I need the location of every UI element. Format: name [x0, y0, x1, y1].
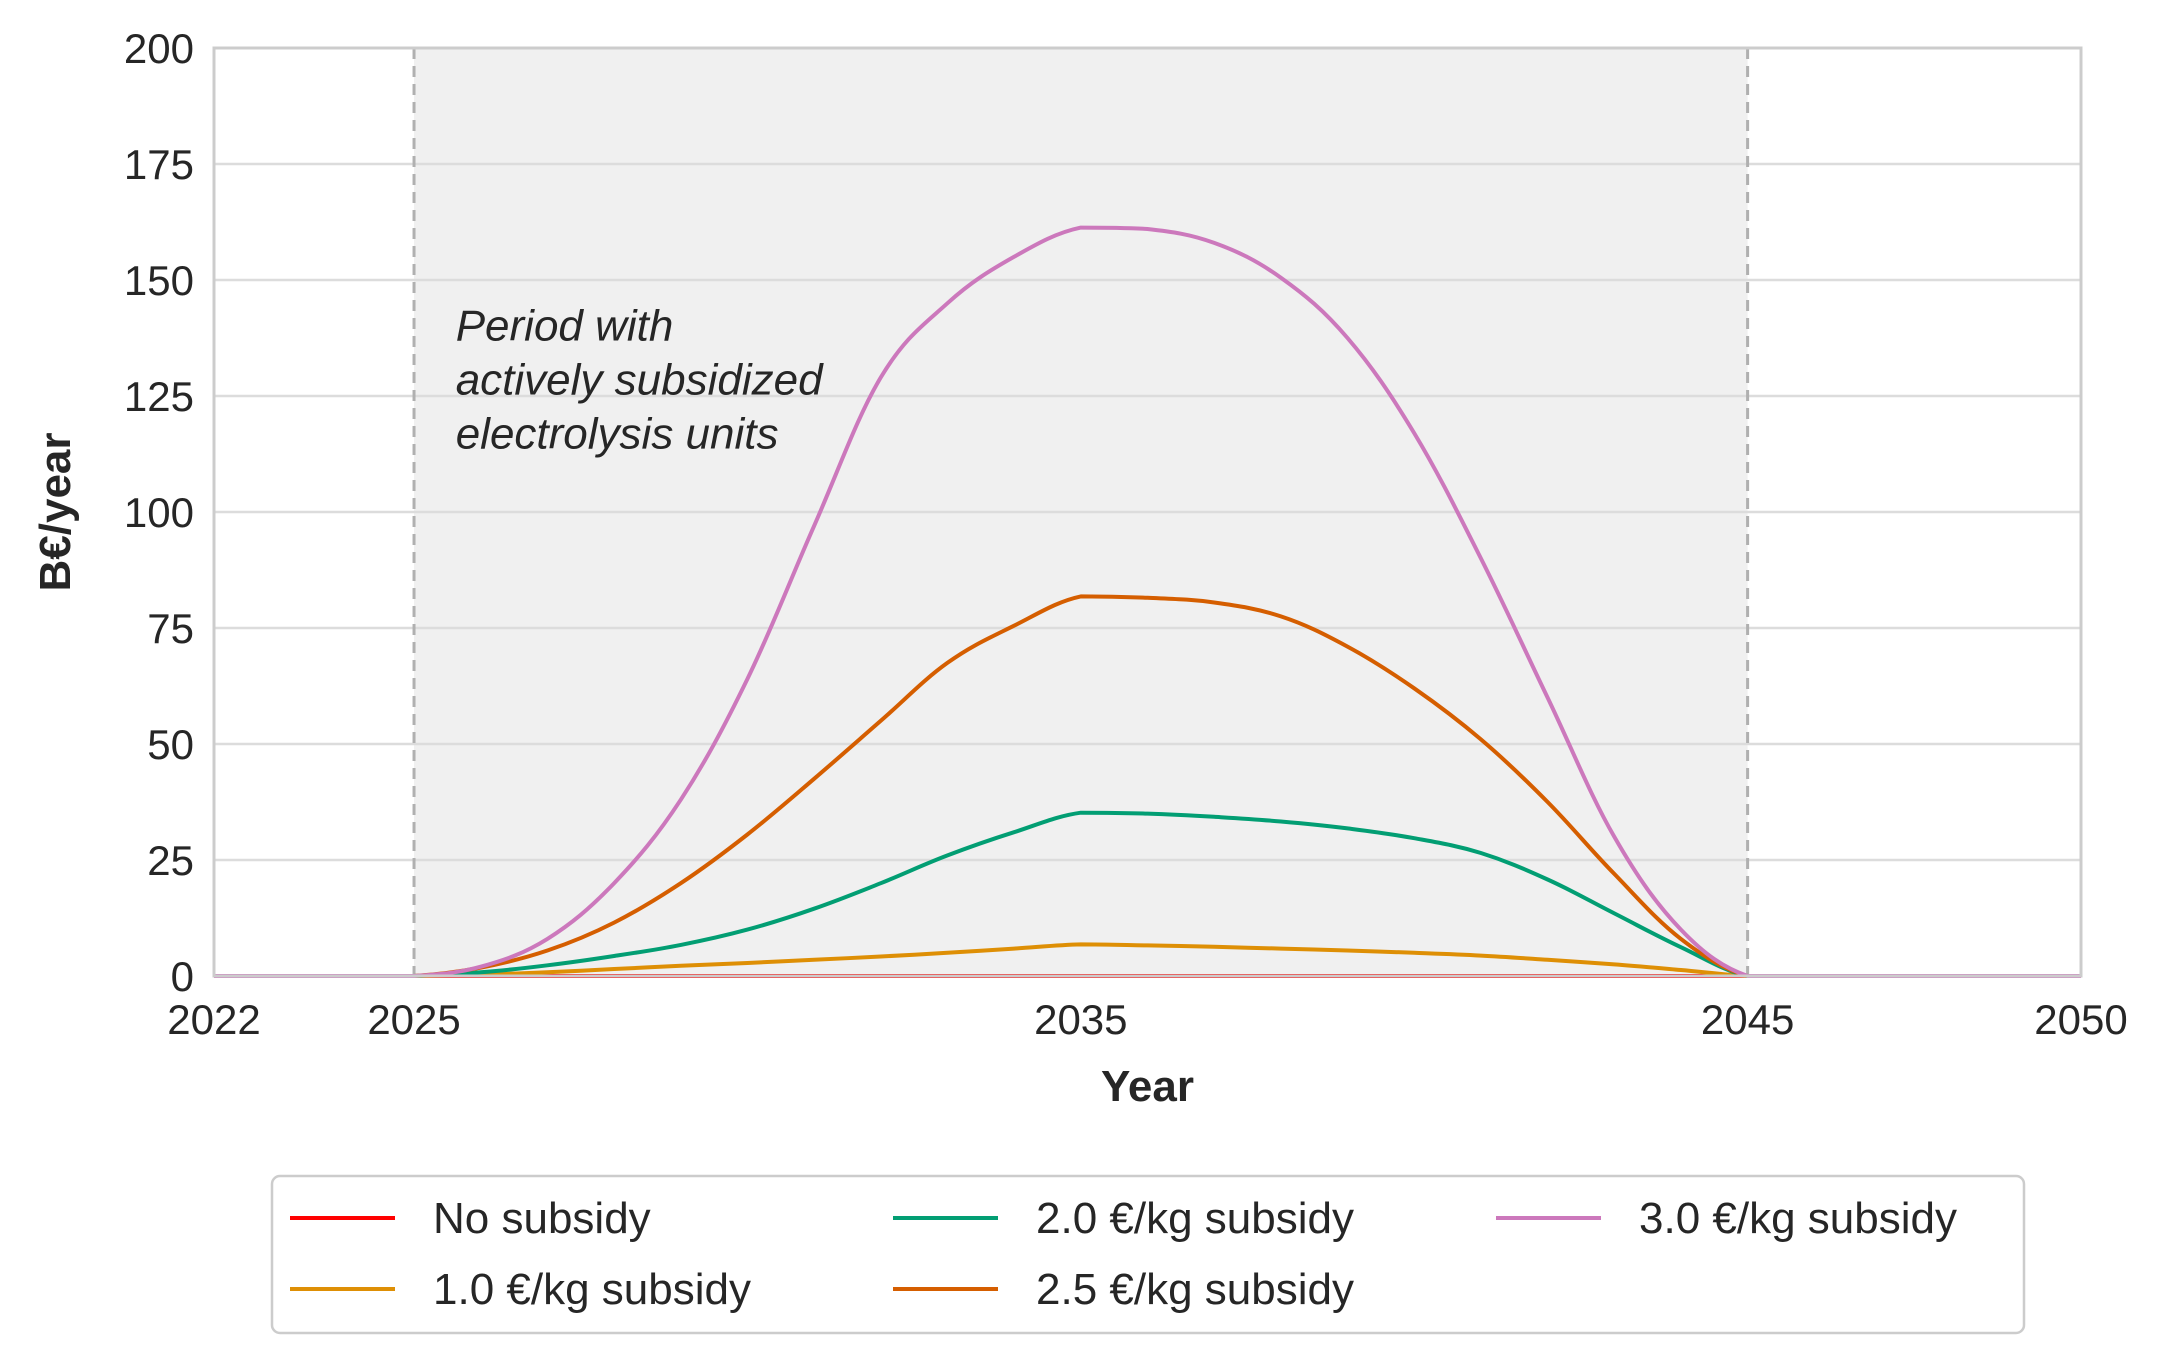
annotation-line-2: electrolysis units	[456, 409, 779, 458]
legend-label-3: 2.5 €/kg subsidy	[1036, 1265, 1354, 1314]
legend-label-4: 3.0 €/kg subsidy	[1639, 1194, 1957, 1243]
legend-label-1: 1.0 €/kg subsidy	[433, 1265, 751, 1314]
plot-spines	[212, 46, 2083, 978]
annotation-line-0: Period with	[456, 301, 674, 350]
y-tick-label-150: 150	[124, 257, 194, 304]
legend-label-0: No subsidy	[433, 1194, 651, 1243]
x-tick-label-2050: 2050	[2034, 996, 2127, 1043]
y-tick-label-50: 50	[147, 721, 194, 768]
x-tick-label-2022: 2022	[167, 996, 260, 1043]
x-tick-label-2035: 2035	[1034, 996, 1127, 1043]
legend-box	[270, 1174, 2026, 1335]
y-tick-label-125: 125	[124, 373, 194, 420]
y-tick-label-75: 75	[147, 605, 194, 652]
period-annotation: Period with actively subsidized electrolys…	[456, 301, 824, 458]
x-tick-label-2045: 2045	[1701, 996, 1794, 1043]
y-tick-label-25: 25	[147, 837, 194, 884]
series-line-4	[214, 225, 2081, 979]
annotation-line-1: actively subsidized	[456, 355, 824, 404]
y-tick-label-200: 200	[124, 25, 194, 72]
legend: No subsidy 1.0 €/kg subsidy 2.0 €/kg subsi…	[270, 1174, 2026, 1335]
y-tick-labels: 0 25 50 75 100 125 150 175 200	[124, 25, 194, 1000]
x-tick-label-2025: 2025	[367, 996, 460, 1043]
plot-frame	[212, 46, 2083, 978]
y-tick-label-175: 175	[124, 141, 194, 188]
y-axis-title: B€/year	[31, 432, 80, 591]
y-tick-label-0: 0	[171, 953, 194, 1000]
gridlines-group	[214, 162, 2081, 862]
x-tick-labels: 2022 2025 2035 2045 2050	[167, 996, 2127, 1043]
x-axis-title: Year	[1101, 1062, 1194, 1111]
y-tick-label-100: 100	[124, 489, 194, 536]
period-boundary-lines	[412, 48, 1750, 976]
legend-label-2: 2.0 €/kg subsidy	[1036, 1194, 1354, 1243]
